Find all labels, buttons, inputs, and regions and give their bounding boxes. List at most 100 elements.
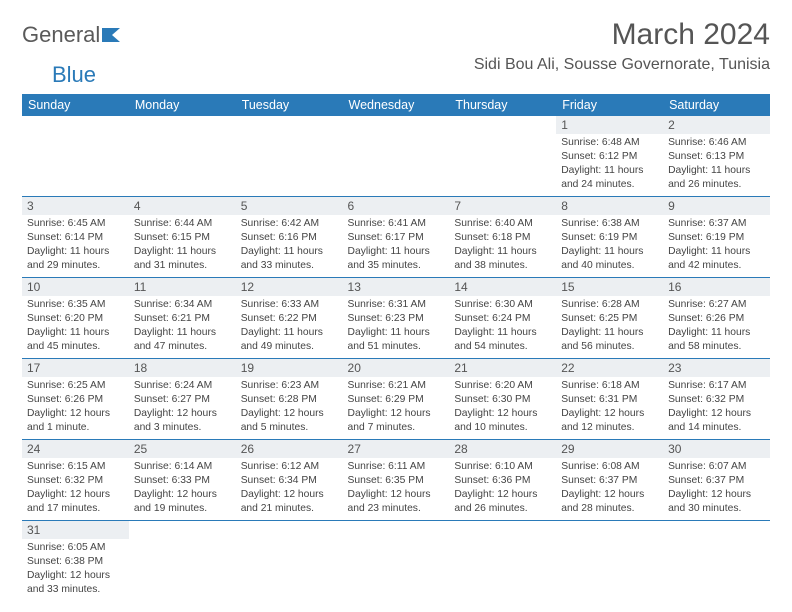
daylight-line: Daylight: 12 hours and 10 minutes. — [454, 407, 551, 435]
day-details: Sunrise: 6:33 AMSunset: 6:22 PMDaylight:… — [236, 296, 343, 358]
day-number: 28 — [449, 440, 556, 458]
brand-part1: General — [22, 22, 100, 48]
flag-icon — [102, 26, 122, 42]
calendar-day: 6Sunrise: 6:41 AMSunset: 6:17 PMDaylight… — [343, 196, 450, 277]
day-number: 21 — [449, 359, 556, 377]
day-details: Sunrise: 6:41 AMSunset: 6:17 PMDaylight:… — [343, 215, 450, 277]
calendar-empty — [663, 520, 770, 600]
daylight-line: Daylight: 11 hours and 58 minutes. — [668, 326, 765, 354]
day-number: 13 — [343, 278, 450, 296]
sunset-line: Sunset: 6:13 PM — [668, 150, 765, 164]
day-details: Sunrise: 6:28 AMSunset: 6:25 PMDaylight:… — [556, 296, 663, 358]
daylight-line: Daylight: 12 hours and 1 minute. — [27, 407, 124, 435]
sunset-line: Sunset: 6:32 PM — [668, 393, 765, 407]
sunrise-line: Sunrise: 6:44 AM — [134, 217, 231, 231]
day-details: Sunrise: 6:34 AMSunset: 6:21 PMDaylight:… — [129, 296, 236, 358]
weekday-header: Friday — [556, 94, 663, 116]
sunset-line: Sunset: 6:15 PM — [134, 231, 231, 245]
sunset-line: Sunset: 6:24 PM — [454, 312, 551, 326]
calendar-week: 10Sunrise: 6:35 AMSunset: 6:20 PMDayligh… — [22, 277, 770, 358]
calendar-day: 31Sunrise: 6:05 AMSunset: 6:38 PMDayligh… — [22, 520, 129, 600]
daylight-line: Daylight: 12 hours and 21 minutes. — [241, 488, 338, 516]
day-details: Sunrise: 6:17 AMSunset: 6:32 PMDaylight:… — [663, 377, 770, 439]
calendar-empty — [236, 116, 343, 196]
day-details: Sunrise: 6:23 AMSunset: 6:28 PMDaylight:… — [236, 377, 343, 439]
calendar-week: 31Sunrise: 6:05 AMSunset: 6:38 PMDayligh… — [22, 520, 770, 600]
weekday-header: Saturday — [663, 94, 770, 116]
calendar-day: 22Sunrise: 6:18 AMSunset: 6:31 PMDayligh… — [556, 358, 663, 439]
daylight-line: Daylight: 12 hours and 28 minutes. — [561, 488, 658, 516]
day-details: Sunrise: 6:20 AMSunset: 6:30 PMDaylight:… — [449, 377, 556, 439]
day-details: Sunrise: 6:21 AMSunset: 6:29 PMDaylight:… — [343, 377, 450, 439]
calendar-day: 8Sunrise: 6:38 AMSunset: 6:19 PMDaylight… — [556, 196, 663, 277]
daylight-line: Daylight: 12 hours and 5 minutes. — [241, 407, 338, 435]
daylight-line: Daylight: 12 hours and 23 minutes. — [348, 488, 445, 516]
sunrise-line: Sunrise: 6:30 AM — [454, 298, 551, 312]
day-details: Sunrise: 6:10 AMSunset: 6:36 PMDaylight:… — [449, 458, 556, 520]
daylight-line: Daylight: 11 hours and 33 minutes. — [241, 245, 338, 273]
calendar-day: 12Sunrise: 6:33 AMSunset: 6:22 PMDayligh… — [236, 277, 343, 358]
day-number: 14 — [449, 278, 556, 296]
calendar-day: 16Sunrise: 6:27 AMSunset: 6:26 PMDayligh… — [663, 277, 770, 358]
sunset-line: Sunset: 6:33 PM — [134, 474, 231, 488]
calendar-body: 1Sunrise: 6:48 AMSunset: 6:12 PMDaylight… — [22, 116, 770, 601]
sunset-line: Sunset: 6:21 PM — [134, 312, 231, 326]
sunrise-line: Sunrise: 6:45 AM — [27, 217, 124, 231]
day-details: Sunrise: 6:38 AMSunset: 6:19 PMDaylight:… — [556, 215, 663, 277]
sunrise-line: Sunrise: 6:40 AM — [454, 217, 551, 231]
daylight-line: Daylight: 11 hours and 29 minutes. — [27, 245, 124, 273]
day-number: 29 — [556, 440, 663, 458]
calendar-week: 24Sunrise: 6:15 AMSunset: 6:32 PMDayligh… — [22, 439, 770, 520]
sunrise-line: Sunrise: 6:23 AM — [241, 379, 338, 393]
weekday-header: Tuesday — [236, 94, 343, 116]
sunrise-line: Sunrise: 6:41 AM — [348, 217, 445, 231]
brand-logo: General — [22, 22, 122, 48]
day-number: 2 — [663, 116, 770, 134]
daylight-line: Daylight: 12 hours and 7 minutes. — [348, 407, 445, 435]
calendar-day: 20Sunrise: 6:21 AMSunset: 6:29 PMDayligh… — [343, 358, 450, 439]
daylight-line: Daylight: 12 hours and 26 minutes. — [454, 488, 551, 516]
sunset-line: Sunset: 6:28 PM — [241, 393, 338, 407]
day-number: 12 — [236, 278, 343, 296]
calendar-empty — [129, 116, 236, 196]
calendar-day: 17Sunrise: 6:25 AMSunset: 6:26 PMDayligh… — [22, 358, 129, 439]
calendar-empty — [556, 520, 663, 600]
sunrise-line: Sunrise: 6:10 AM — [454, 460, 551, 474]
daylight-line: Daylight: 11 hours and 42 minutes. — [668, 245, 765, 273]
calendar-day: 26Sunrise: 6:12 AMSunset: 6:34 PMDayligh… — [236, 439, 343, 520]
daylight-line: Daylight: 12 hours and 3 minutes. — [134, 407, 231, 435]
day-number: 31 — [22, 521, 129, 539]
calendar-empty — [449, 116, 556, 196]
day-details: Sunrise: 6:35 AMSunset: 6:20 PMDaylight:… — [22, 296, 129, 358]
sunrise-line: Sunrise: 6:38 AM — [561, 217, 658, 231]
sunrise-line: Sunrise: 6:35 AM — [27, 298, 124, 312]
sunrise-line: Sunrise: 6:21 AM — [348, 379, 445, 393]
day-details: Sunrise: 6:11 AMSunset: 6:35 PMDaylight:… — [343, 458, 450, 520]
sunset-line: Sunset: 6:36 PM — [454, 474, 551, 488]
calendar-day: 2Sunrise: 6:46 AMSunset: 6:13 PMDaylight… — [663, 116, 770, 196]
sunrise-line: Sunrise: 6:28 AM — [561, 298, 658, 312]
calendar-day: 29Sunrise: 6:08 AMSunset: 6:37 PMDayligh… — [556, 439, 663, 520]
day-number: 25 — [129, 440, 236, 458]
day-number: 20 — [343, 359, 450, 377]
weekday-row: SundayMondayTuesdayWednesdayThursdayFrid… — [22, 94, 770, 116]
title-block: March 2024 Sidi Bou Ali, Sousse Governor… — [474, 18, 770, 78]
weekday-header: Monday — [129, 94, 236, 116]
sunset-line: Sunset: 6:12 PM — [561, 150, 658, 164]
calendar-day: 13Sunrise: 6:31 AMSunset: 6:23 PMDayligh… — [343, 277, 450, 358]
daylight-line: Daylight: 12 hours and 19 minutes. — [134, 488, 231, 516]
calendar-day: 25Sunrise: 6:14 AMSunset: 6:33 PMDayligh… — [129, 439, 236, 520]
day-details: Sunrise: 6:07 AMSunset: 6:37 PMDaylight:… — [663, 458, 770, 520]
calendar-day: 18Sunrise: 6:24 AMSunset: 6:27 PMDayligh… — [129, 358, 236, 439]
daylight-line: Daylight: 12 hours and 33 minutes. — [27, 569, 124, 597]
sunset-line: Sunset: 6:20 PM — [27, 312, 124, 326]
day-number: 3 — [22, 197, 129, 215]
day-details: Sunrise: 6:14 AMSunset: 6:33 PMDaylight:… — [129, 458, 236, 520]
calendar-table: SundayMondayTuesdayWednesdayThursdayFrid… — [22, 94, 770, 601]
day-details: Sunrise: 6:08 AMSunset: 6:37 PMDaylight:… — [556, 458, 663, 520]
sunrise-line: Sunrise: 6:33 AM — [241, 298, 338, 312]
daylight-line: Daylight: 11 hours and 38 minutes. — [454, 245, 551, 273]
sunset-line: Sunset: 6:14 PM — [27, 231, 124, 245]
calendar-day: 19Sunrise: 6:23 AMSunset: 6:28 PMDayligh… — [236, 358, 343, 439]
sunrise-line: Sunrise: 6:42 AM — [241, 217, 338, 231]
